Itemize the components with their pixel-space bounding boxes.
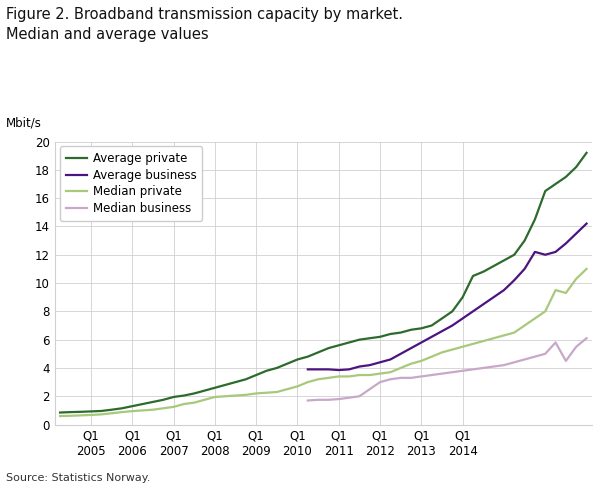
Line: Average private: Average private [60,153,587,412]
Line: Median private: Median private [60,269,587,416]
Median private [304,379,312,385]
Median private [98,411,105,417]
Text: Source: Statistics Norway.: Source: Statistics Norway. [6,473,151,483]
Median private [376,371,384,377]
Average business [583,221,590,226]
Average private [376,334,384,340]
Median business [304,398,312,404]
Average private [304,354,312,360]
Median business [583,335,590,341]
Median business [376,379,384,385]
Median business [542,351,549,357]
Median private [242,392,249,398]
Legend: Average private, Average business, Median private, Median business: Average private, Average business, Media… [60,146,203,221]
Line: Median business: Median business [308,338,587,401]
Average private [242,376,249,382]
Average private [542,188,549,194]
Line: Average business: Average business [308,224,587,370]
Average business [304,366,312,372]
Average business [397,351,404,357]
Median private [397,365,404,371]
Median private [583,266,590,272]
Text: Median and average values: Median and average values [6,27,209,42]
Average private [397,330,404,336]
Median business [397,375,404,381]
Text: Figure 2. Broadband transmission capacity by market.: Figure 2. Broadband transmission capacit… [6,7,403,22]
Median private [542,308,549,314]
Average private [56,409,63,415]
Average private [583,150,590,156]
Average business [542,252,549,258]
Average private [98,408,105,414]
Average business [376,359,384,365]
Median private [56,413,63,419]
Text: Mbit/s: Mbit/s [6,116,42,129]
